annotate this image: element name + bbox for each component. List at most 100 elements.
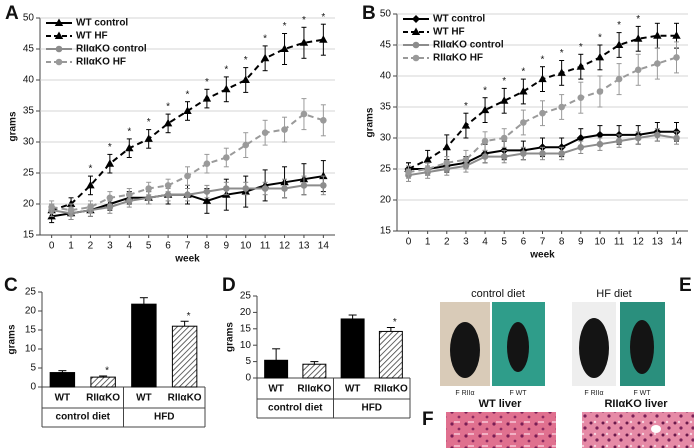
vessel [651,425,661,433]
marker [320,117,327,124]
marker [411,27,421,35]
x-tick-label: 12 [633,237,645,248]
panel-letter: D [222,275,236,296]
marker [319,171,328,180]
legend-label: RIIαKO control [433,40,504,51]
group-label: control diet [268,403,323,414]
marker [462,156,470,163]
marker [242,185,250,192]
photo-caption: HF diet [596,288,631,300]
marker [300,182,308,189]
marker [576,134,585,142]
bar [264,359,289,379]
marker [144,134,153,142]
photo-label: F RIIα [455,390,474,397]
x-tick-label: 13 [298,241,310,252]
x-tick-label: 9 [578,237,584,248]
y-tick-label: 15 [240,323,252,334]
marker [223,154,230,161]
panel-letter: C [4,275,18,296]
bar [171,325,198,388]
marker [202,196,212,204]
marker [106,203,114,211]
marker [54,18,64,26]
marker [222,84,231,93]
marker [299,38,309,46]
marker [412,54,420,62]
marker [654,60,661,67]
mouse [630,320,654,374]
y-tick-label: 20 [23,199,35,210]
x-tick-label: WT [55,393,71,404]
marker [558,150,565,157]
photo-label: F WT [633,390,651,397]
marker [558,103,565,111]
x-tick-label: 5 [501,237,507,248]
marker [634,66,642,74]
marker [261,129,269,136]
marker [500,134,508,142]
marker [634,134,642,142]
legend-label: WT control [433,14,485,25]
marker [596,88,604,95]
marker [577,144,585,151]
x-tick-label: 14 [671,237,683,248]
significance-marker: * [617,20,621,31]
x-tick-label: 0 [406,237,412,248]
significance-marker: * [89,164,93,175]
marker [405,168,412,176]
significance-marker: * [560,48,564,59]
x-tick-label: 8 [559,237,565,248]
bar [302,363,327,379]
marker [596,140,604,148]
x-tick-label: 2 [88,241,94,252]
marker [615,75,623,83]
x-tick-label: RIIαKO [297,384,331,395]
significance-marker: * [302,15,306,26]
marker [203,160,211,167]
marker [481,137,489,145]
y-tick-label: 50 [380,9,392,20]
y-tick-label: 10 [25,344,37,355]
marker [412,15,420,23]
y-tick-label: 40 [23,75,35,86]
marker [164,191,172,198]
significance-marker: * [186,89,190,100]
x-tick-label: 3 [107,241,113,252]
significance-marker: * [105,366,109,377]
mouse [450,322,480,378]
marker [105,159,115,167]
marker [183,106,192,114]
y-tick-label: 5 [245,356,251,367]
bar [49,372,76,388]
marker [66,199,76,207]
x-tick-label: RIIαKO [86,393,120,404]
y-tick-label: 45 [380,40,392,51]
marker [500,153,508,160]
marker [673,134,680,142]
y-tick-label: 0 [30,382,36,393]
significance-marker: * [205,77,209,88]
mouse [507,322,529,372]
marker [557,68,566,76]
significance-marker: * [483,85,487,96]
marker [242,141,250,149]
marker [184,191,191,198]
y-tick-label: 35 [23,106,35,117]
legend-label: WT control [76,18,128,29]
marker [500,96,509,104]
marker [48,203,55,211]
marker [520,150,527,157]
y-tick-label: 25 [380,164,392,175]
marker [654,131,661,139]
marker [261,185,269,192]
y-axis-label: grams [225,322,236,352]
bar [90,376,116,388]
marker [653,31,662,39]
marker [577,94,585,101]
marker [320,182,327,189]
marker [595,130,604,139]
marker [145,185,152,192]
significance-marker: * [636,14,640,25]
marker [595,52,605,61]
